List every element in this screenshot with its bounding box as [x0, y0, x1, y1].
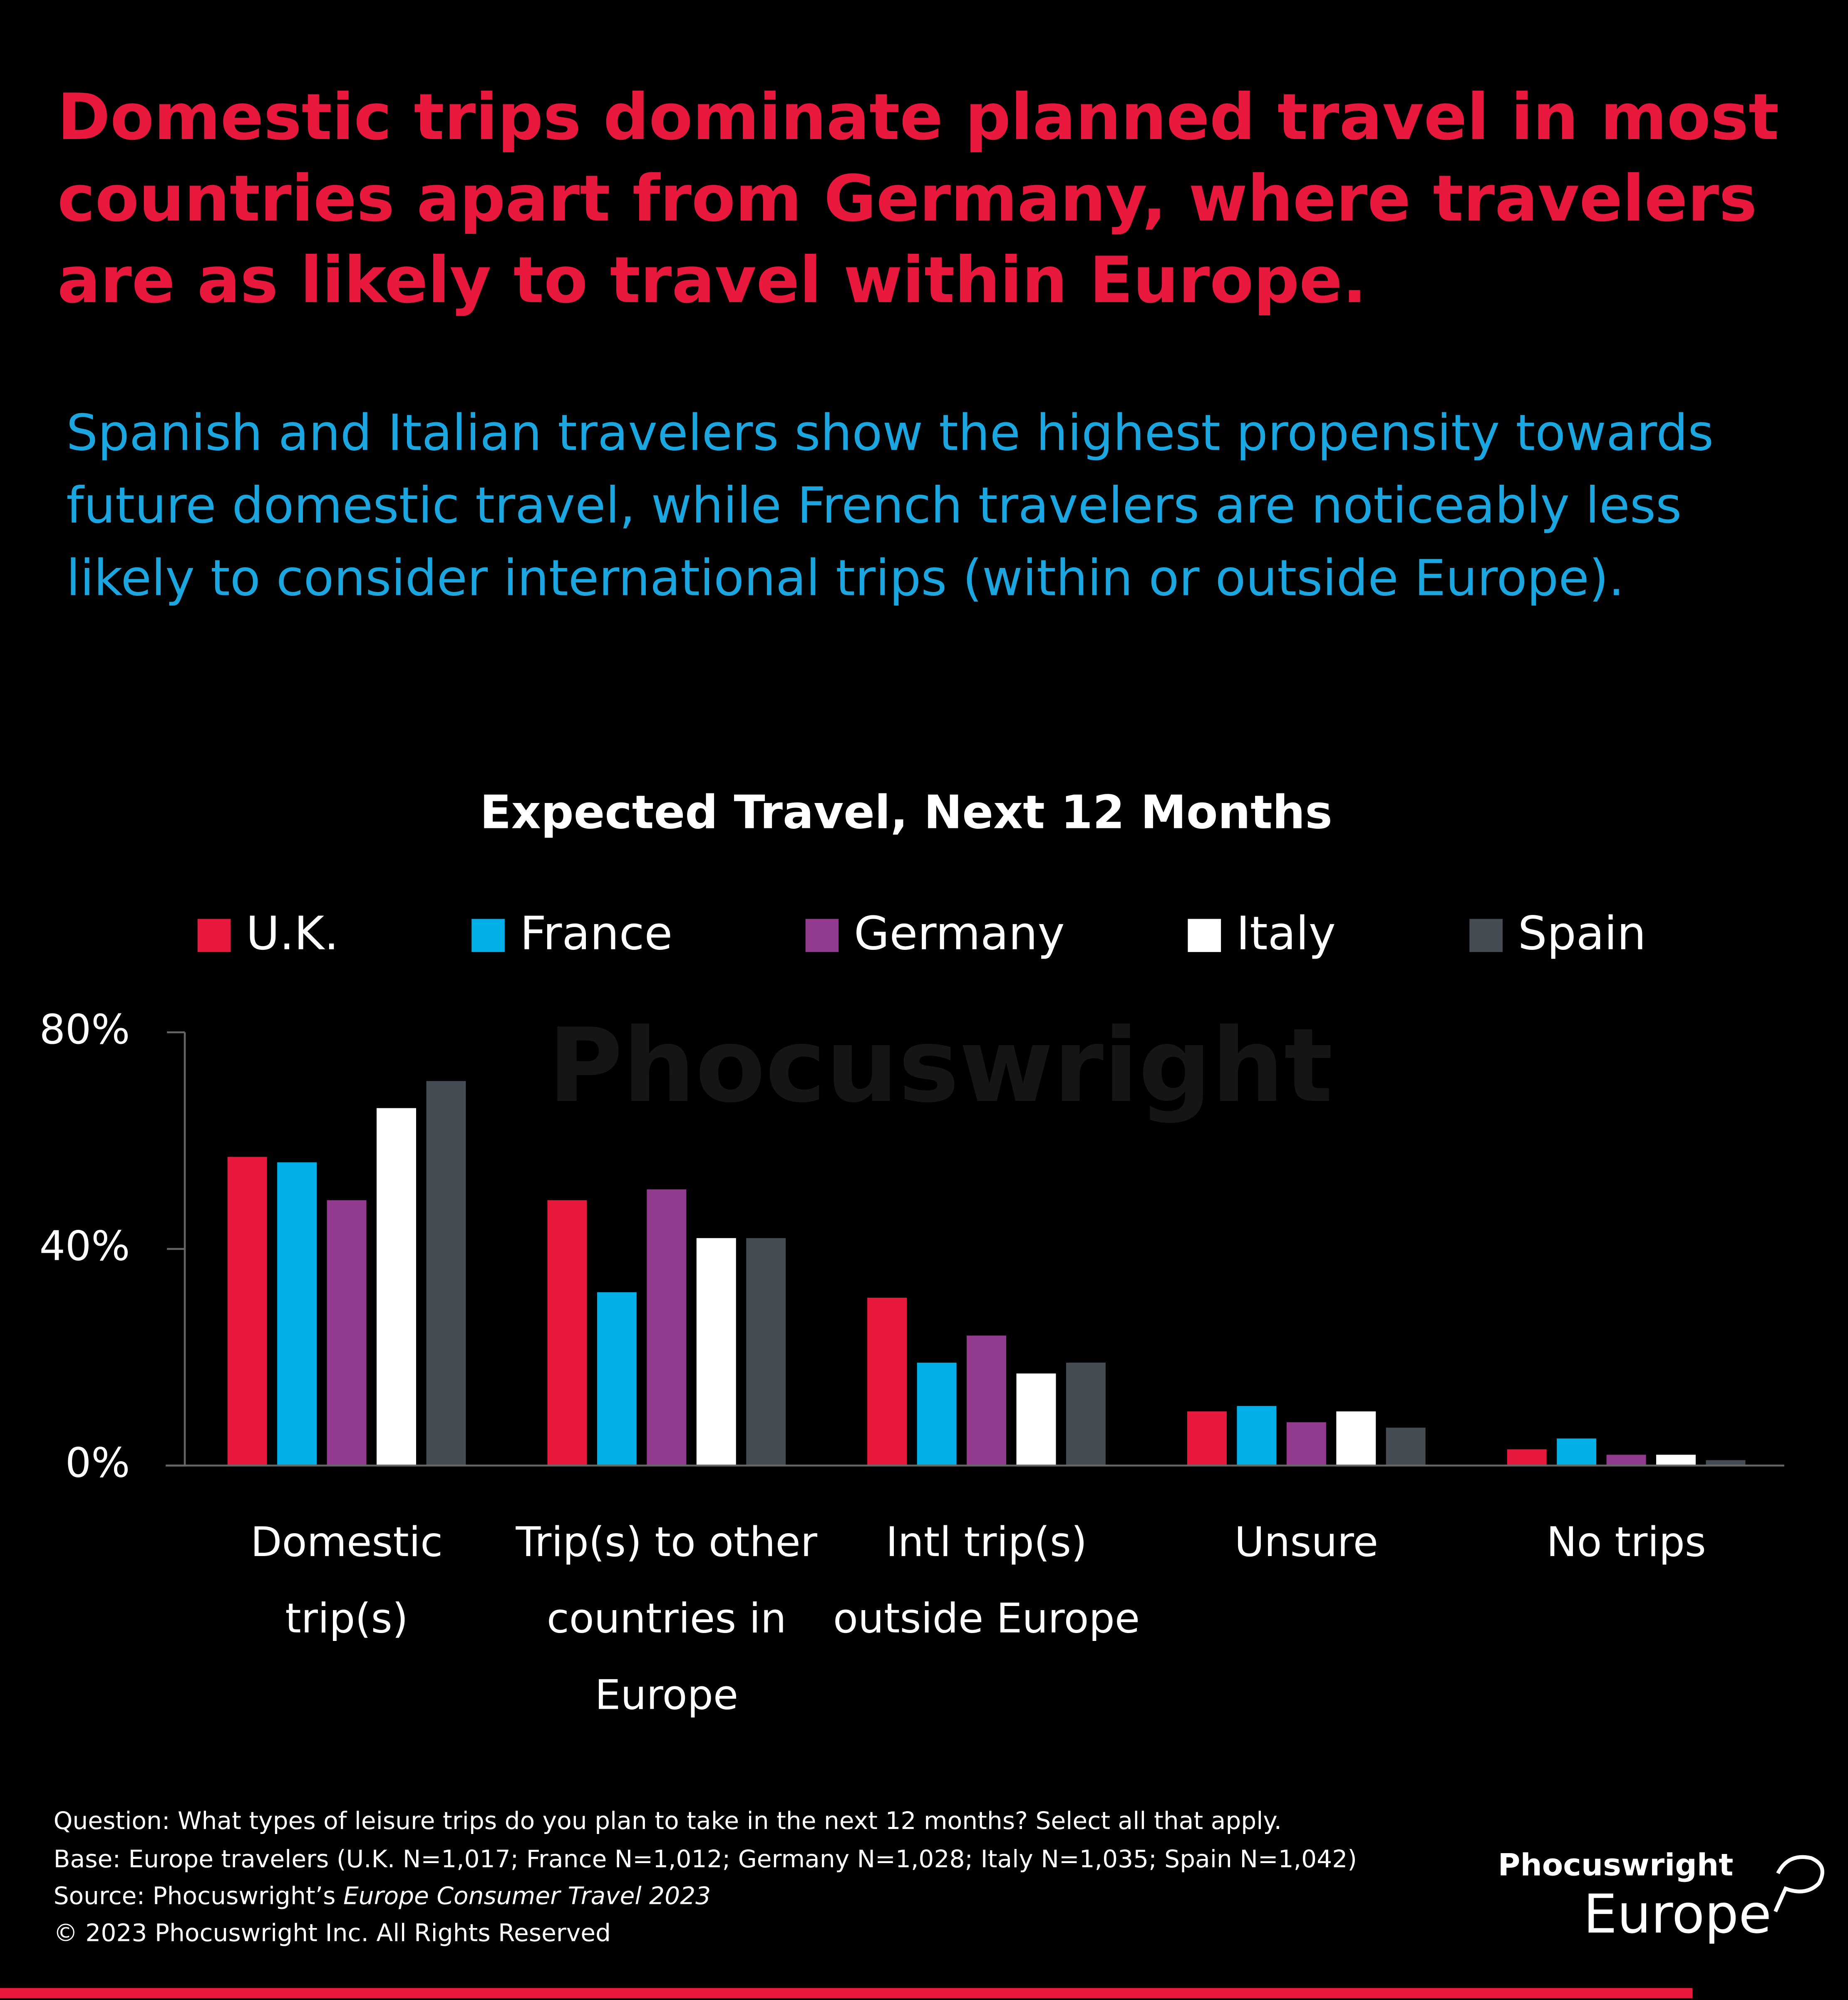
legend-label: Spain — [1518, 907, 1646, 961]
bar — [696, 1238, 736, 1466]
bar — [327, 1200, 367, 1466]
x-tick-label: Domestic trip(s) — [251, 1518, 443, 1643]
source-prefix: Source: Phocuswright’s — [54, 1882, 343, 1910]
bar — [746, 1238, 786, 1466]
watermark: Phocuswright — [548, 1006, 1333, 1125]
bar — [1187, 1411, 1227, 1466]
subtitle-box: Spanish and Italian travelers show the h… — [66, 405, 1714, 608]
legend-label: U.K. — [246, 907, 339, 961]
page-title: Domestic trips dominate planned travel i… — [57, 80, 1779, 317]
bar — [1656, 1455, 1696, 1466]
x-tick-label-box: Trip(s) to other countries in Europe — [516, 1518, 818, 1719]
title-box: Domestic trips dominate planned travel i… — [57, 80, 1779, 317]
bar — [277, 1162, 317, 1466]
x-tick-label-box: Intl trip(s) outside Europe — [833, 1518, 1140, 1643]
bar — [1016, 1373, 1056, 1466]
bar — [1557, 1438, 1597, 1466]
legend-swatch — [471, 919, 505, 952]
chart-title: Expected Travel, Next 12 Months — [480, 786, 1332, 840]
bar — [1507, 1449, 1547, 1466]
bar — [547, 1200, 587, 1466]
bar — [1336, 1411, 1376, 1466]
bar — [426, 1081, 466, 1466]
bar — [917, 1363, 957, 1466]
footer-source: Source: Phocuswright’s Europe Consumer T… — [54, 1882, 711, 1910]
bar — [227, 1157, 267, 1466]
x-tick-label-box: Unsure — [1234, 1518, 1379, 1566]
logo-bottom: Europe — [1583, 1884, 1771, 1945]
x-tick-label: Trip(s) to other countries in Europe — [516, 1518, 818, 1719]
y-tick-label: 40% — [40, 1223, 130, 1270]
y-tick-label: 80% — [40, 1006, 130, 1053]
legend-swatch — [1469, 919, 1503, 952]
legend-label: Italy — [1236, 907, 1336, 961]
bar — [967, 1336, 1007, 1466]
legend-label: France — [520, 907, 673, 961]
bar — [647, 1189, 687, 1466]
footer-question: Question: What types of leisure trips do… — [54, 1807, 1282, 1835]
page-subtitle: Spanish and Italian travelers show the h… — [66, 405, 1714, 608]
legend-label: Germany — [854, 907, 1065, 961]
footer-base: Base: Europe travelers (U.K. N=1,017; Fr… — [54, 1845, 1357, 1873]
bar — [1706, 1460, 1746, 1466]
bar — [1386, 1428, 1426, 1466]
bar — [1237, 1406, 1277, 1466]
bar — [1286, 1422, 1326, 1466]
legend-swatch — [805, 919, 839, 952]
logo-mark — [1774, 1855, 1824, 1913]
x-tick-label: No trips — [1546, 1518, 1706, 1566]
y-tick-label: 0% — [65, 1439, 130, 1487]
bar — [867, 1297, 907, 1466]
bar — [597, 1292, 637, 1466]
x-tick-label-box: No trips — [1546, 1518, 1706, 1566]
legend-swatch — [1188, 919, 1221, 952]
source-title: Europe Consumer Travel 2023 — [343, 1882, 711, 1910]
bottom-bar — [0, 1988, 1693, 1998]
legend-swatch — [197, 919, 231, 952]
footer-copyright: © 2023 Phocuswright Inc. All Rights Rese… — [54, 1919, 611, 1947]
x-tick-label-box: Domestic trip(s) — [251, 1518, 443, 1643]
bar — [1066, 1363, 1106, 1466]
logo-top: Phocuswright — [1498, 1847, 1734, 1883]
bar — [1606, 1455, 1646, 1466]
bar — [377, 1108, 416, 1466]
x-tick-label: Unsure — [1234, 1518, 1379, 1566]
x-tick-label: Intl trip(s) outside Europe — [833, 1518, 1140, 1643]
